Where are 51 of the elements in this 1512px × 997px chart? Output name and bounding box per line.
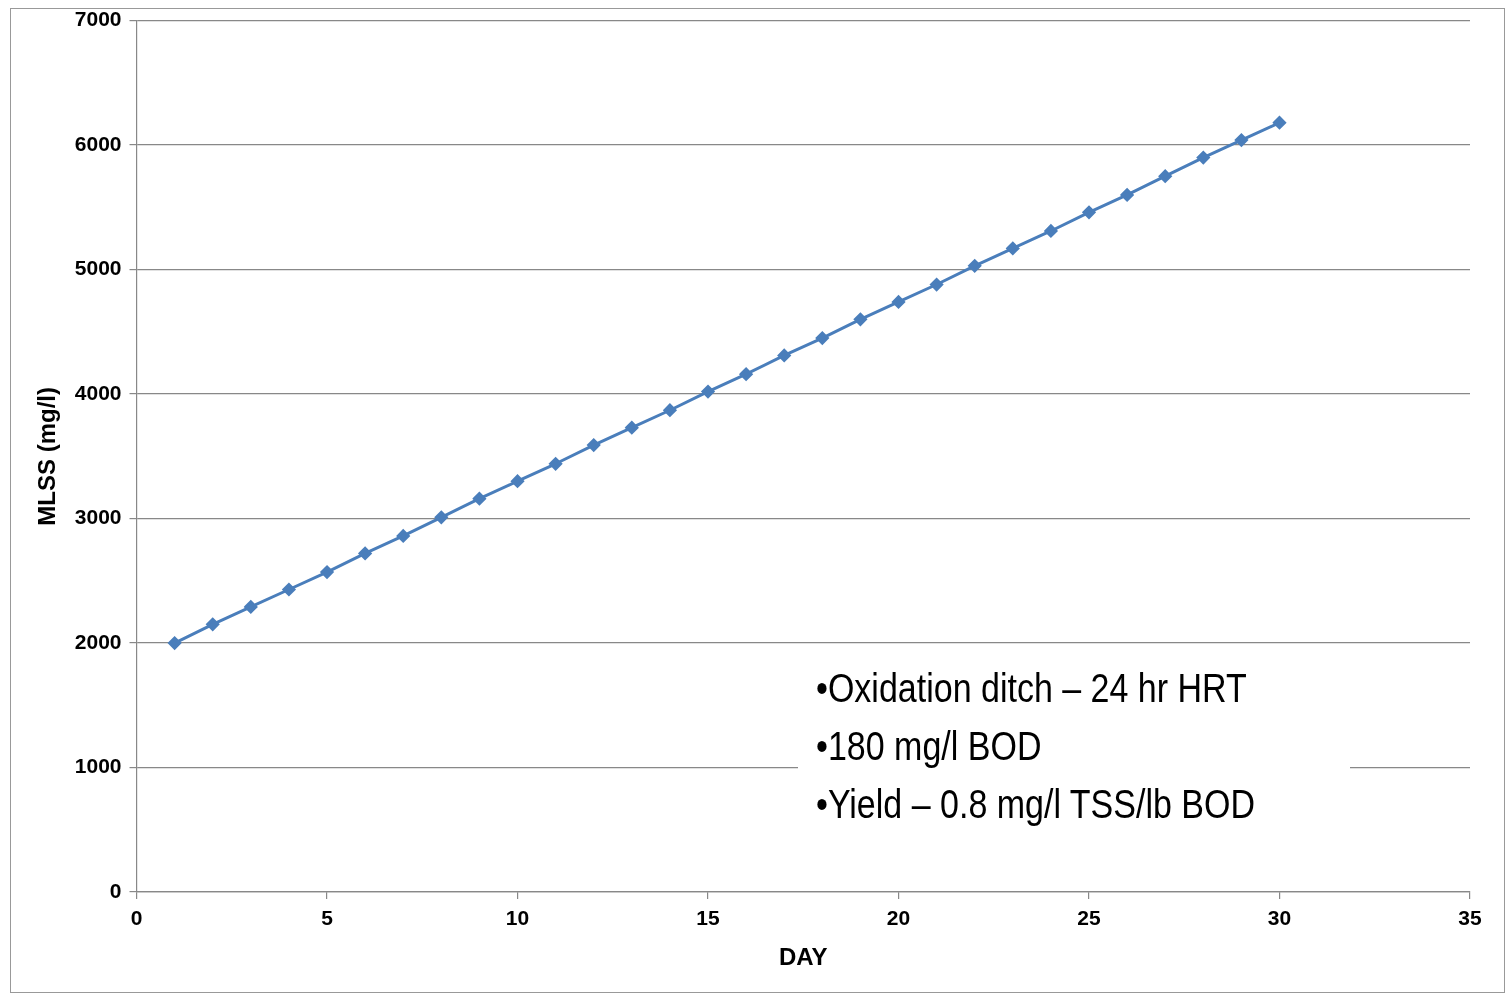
x-tick-label: 0 bbox=[130, 906, 143, 930]
point bbox=[168, 636, 182, 650]
point bbox=[1082, 205, 1096, 219]
y-tick-label: 6000 bbox=[74, 131, 122, 155]
point bbox=[777, 348, 791, 362]
x-tick-label: 35 bbox=[1458, 906, 1482, 930]
point bbox=[892, 295, 906, 309]
point bbox=[739, 367, 753, 381]
point bbox=[396, 529, 410, 543]
point bbox=[549, 457, 563, 471]
x-tick-label: 15 bbox=[696, 906, 721, 930]
y-tick-label: 5000 bbox=[74, 256, 122, 280]
point bbox=[701, 385, 715, 399]
point bbox=[244, 600, 258, 614]
point bbox=[625, 421, 639, 435]
x-tick-label: 20 bbox=[886, 906, 911, 930]
point bbox=[815, 331, 829, 345]
point bbox=[320, 565, 334, 579]
point bbox=[1158, 169, 1172, 183]
point bbox=[282, 583, 296, 596]
x-tick-label: 25 bbox=[1077, 906, 1101, 930]
point bbox=[1044, 224, 1058, 238]
point bbox=[472, 492, 486, 506]
x-tick-label: 30 bbox=[1267, 906, 1292, 930]
point bbox=[206, 617, 220, 631]
point bbox=[968, 259, 982, 273]
point bbox=[1273, 116, 1286, 130]
y-tick-label: 1000 bbox=[74, 754, 122, 778]
point bbox=[930, 278, 944, 292]
y-tick-label: 7000 bbox=[74, 7, 122, 31]
y-tick-label: 4000 bbox=[74, 380, 122, 404]
point bbox=[434, 510, 448, 524]
x-tick-label: 10 bbox=[505, 906, 530, 930]
point bbox=[1234, 133, 1248, 147]
y-tick-label: 2000 bbox=[74, 629, 122, 653]
point bbox=[587, 438, 601, 452]
point bbox=[358, 546, 372, 560]
point bbox=[853, 312, 867, 326]
x-tick-label: 5 bbox=[321, 906, 334, 930]
annotation: •Oxidation ditch – 24 hr HRT bbox=[816, 665, 1248, 712]
annotation: •180 mg/l BOD bbox=[816, 723, 1043, 770]
point bbox=[663, 403, 677, 417]
y-tick-label: 0 bbox=[109, 878, 122, 902]
point bbox=[1006, 241, 1020, 255]
point bbox=[511, 474, 525, 488]
y-tick-label: 3000 bbox=[74, 505, 122, 529]
point bbox=[1196, 151, 1210, 165]
annotation: •Yield – 0.8 mg/l TSS/lb BOD bbox=[816, 781, 1255, 828]
point bbox=[1120, 188, 1134, 202]
x-axis-title: DAY bbox=[779, 943, 828, 971]
y-axis-title: MLSS (mg/l) bbox=[33, 386, 61, 526]
